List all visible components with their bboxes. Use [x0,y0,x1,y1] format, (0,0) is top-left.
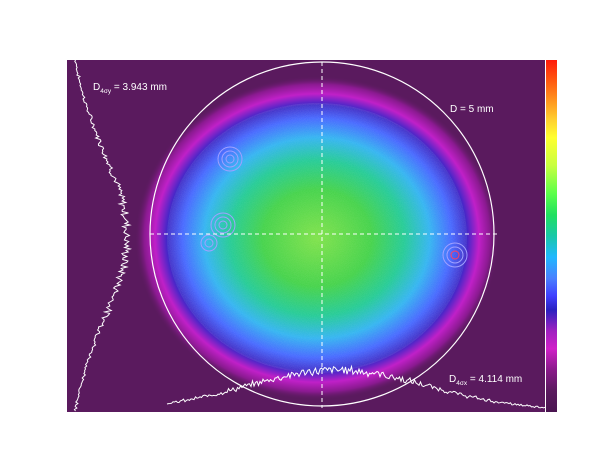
d4sigma-x-label: D4σx = 4.114 mm [449,374,523,387]
aperture-diameter-label: D = 5 mm [450,104,494,115]
d4sigma-y-label: D4σy = 3.943 mm [93,82,167,95]
diffraction-rings [200,146,468,268]
beam-noise [167,103,467,373]
beam-profile-svg [73,60,545,412]
vertical-intensity-profile [73,60,132,412]
color-scale-bar [546,60,557,412]
horizontal-intensity-profile [166,364,545,409]
beam-profile-image [67,60,545,412]
